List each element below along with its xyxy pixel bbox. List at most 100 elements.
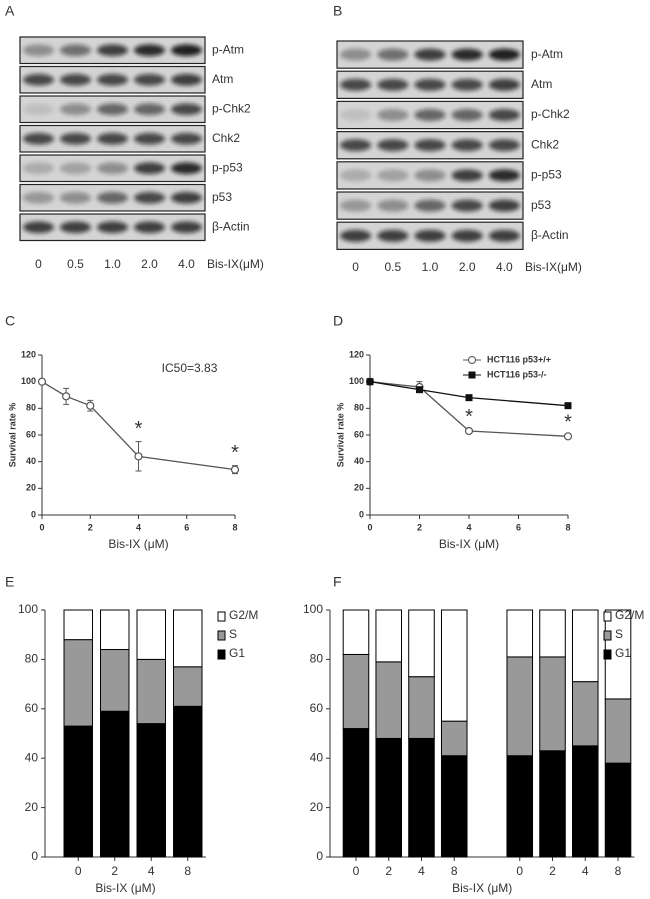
x-tick-label: 8	[451, 864, 458, 878]
x-tick-label: 4	[148, 864, 155, 878]
bar-segment	[440, 609, 468, 722]
blot-band	[59, 191, 92, 204]
bar-segment	[63, 609, 93, 641]
blot-band	[488, 229, 521, 242]
bar-segment	[604, 698, 632, 764]
blot-band	[414, 109, 446, 121]
blot-row-label: β-Actin	[531, 228, 569, 242]
blot-band	[96, 162, 129, 175]
y-tick-label: 100	[18, 602, 38, 616]
blot-band	[96, 191, 129, 204]
bar-segment	[408, 609, 435, 678]
dose-axis-label: Bis-IX(μM)	[207, 257, 264, 271]
x-axis-label: Bis-IX (μM)	[452, 881, 512, 895]
blot-band	[170, 162, 203, 175]
blot-row-label: p-Atm	[531, 47, 563, 61]
blot-band	[451, 199, 483, 212]
annotation: IC50=3.83	[162, 361, 218, 375]
legend-label: HCT116 p53-/-	[487, 369, 547, 379]
bar-segment	[604, 762, 632, 858]
blot-band	[414, 139, 446, 152]
x-tick-label: 2	[549, 864, 556, 878]
blot-row-label: p53	[531, 198, 551, 212]
legend-label: G2/M	[615, 608, 644, 622]
bar-segment	[342, 728, 370, 858]
bar-segment	[375, 609, 403, 663]
blot-band	[170, 191, 203, 204]
dose-label: 1.0	[422, 260, 439, 274]
blot-band	[133, 132, 166, 145]
bar-segment	[408, 676, 435, 739]
blot-band	[22, 103, 55, 116]
legend-swatch	[603, 611, 612, 622]
blot-band	[133, 191, 166, 204]
bar-segment	[539, 750, 566, 858]
blot-band	[339, 78, 372, 91]
bar-segment	[539, 656, 566, 752]
point	[62, 392, 71, 401]
point	[37, 377, 47, 386]
blot-band	[488, 169, 521, 182]
blot-band	[339, 199, 372, 212]
y-tick-label: 0	[31, 849, 38, 863]
bar-segment	[539, 609, 566, 658]
blot-band	[414, 169, 446, 182]
blot-band	[414, 199, 446, 212]
legend-swatch	[603, 649, 612, 660]
blot-band	[133, 162, 166, 175]
blot-row-label: p-Atm	[212, 42, 244, 56]
point	[465, 394, 473, 402]
dose-label: 4.0	[178, 257, 195, 271]
x-tick-label: 0	[353, 864, 360, 878]
legend-label: G1	[615, 646, 631, 660]
point	[134, 452, 143, 461]
blot-row-label: p-p53	[531, 168, 562, 182]
y-tick-label: 40	[26, 456, 36, 466]
x-tick-label: 8	[184, 864, 191, 878]
blot-row-label: Chk2	[212, 131, 240, 145]
x-tick-label: 4	[582, 864, 589, 878]
bar-segment	[408, 737, 435, 858]
blot-band	[22, 162, 55, 175]
blot-band	[414, 78, 446, 91]
blot-band	[377, 169, 409, 182]
bar-segment	[375, 661, 403, 739]
y-tick-label: 80	[310, 652, 324, 666]
point	[416, 386, 423, 394]
bar-segment	[375, 737, 403, 858]
blot-row-label: p-Chk2	[212, 101, 251, 115]
legend-label: S	[615, 627, 623, 641]
y-tick-label: 100	[21, 376, 36, 386]
significance-star: *	[135, 418, 143, 440]
x-axis-label: Bis-IX (μM)	[439, 537, 499, 551]
series-line	[369, 381, 569, 407]
y-tick-label: 60	[310, 701, 324, 715]
bar-segment	[136, 723, 166, 858]
y-tick-label: 20	[310, 800, 324, 814]
point	[86, 401, 95, 410]
panel-label: B	[333, 3, 342, 19]
legend-marker	[468, 356, 476, 364]
bar-segment	[173, 705, 203, 858]
x-tick-label: 8	[565, 522, 570, 532]
blot-row-label: Atm	[212, 72, 233, 86]
blot-band	[451, 48, 483, 61]
bar-segment	[63, 639, 93, 727]
bar-segment	[506, 609, 534, 658]
y-tick-label: 80	[26, 403, 36, 413]
dose-label: 0	[352, 260, 359, 274]
blot-band	[133, 103, 166, 116]
legend-swatch	[217, 611, 226, 622]
blot-band	[414, 229, 446, 242]
significance-star: *	[564, 411, 572, 433]
x-tick-label: 0	[39, 522, 44, 532]
blot-band	[488, 78, 521, 91]
y-tick-label: 60	[354, 429, 364, 439]
legend-swatch	[603, 630, 612, 641]
x-tick-label: 8	[615, 864, 622, 878]
blot-band	[451, 229, 483, 242]
blot-band	[451, 169, 483, 182]
blot-band	[170, 73, 203, 86]
blot-band	[339, 169, 372, 182]
